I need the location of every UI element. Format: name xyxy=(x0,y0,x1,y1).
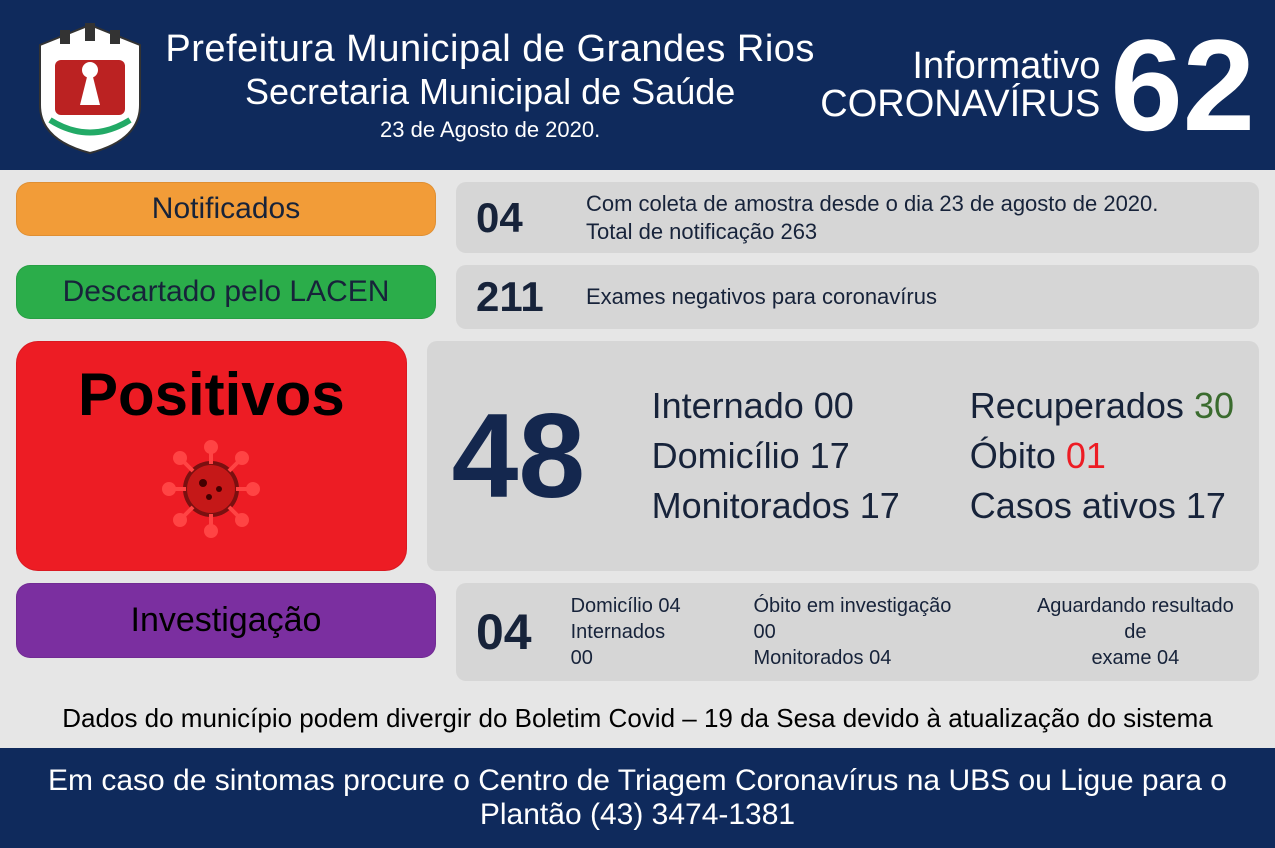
inv-g1-l2: Internados 00 xyxy=(571,619,684,671)
row-descartado: Descartado pelo LACEN 211 Exames negativ… xyxy=(16,265,1259,329)
inv-g2-l2: Monitorados 04 xyxy=(753,645,961,671)
domicilio-val: 17 xyxy=(810,435,850,476)
header-titles: Prefeitura Municipal de Grandes Rios Sec… xyxy=(160,28,820,143)
monitorados-label: Monitorados xyxy=(652,485,850,526)
notificados-desc-l2: Total de notificação 263 xyxy=(586,218,1158,246)
info-label2: CORONAVÍRUS xyxy=(820,85,1100,123)
internado-val: 00 xyxy=(814,385,854,426)
header-date: 23 de Agosto de 2020. xyxy=(160,117,820,143)
content: Notificados 04 Com coleta de amostra des… xyxy=(0,170,1275,748)
inv-g1: Domicílio 04 Internados 00 xyxy=(571,593,684,671)
descartado-label: Descartado pelo LACEN xyxy=(63,275,390,309)
notificados-desc: Com coleta de amostra desde o dia 23 de … xyxy=(586,190,1158,245)
row-notificados: Notificados 04 Com coleta de amostra des… xyxy=(16,182,1259,253)
descartado-desc: Exames negativos para coronavírus xyxy=(586,283,937,311)
recuperados-label: Recuperados xyxy=(970,385,1184,426)
inv-g2: Óbito em investigação 00 Monitorados 04 xyxy=(753,593,961,671)
info-descartado: 211 Exames negativos para coronavírus xyxy=(456,265,1259,329)
pill-descartado: Descartado pelo LACEN xyxy=(16,265,436,319)
recuperados-val: 30 xyxy=(1194,385,1234,426)
pill-positivos: Positivos xyxy=(16,341,407,571)
municipal-crest xyxy=(20,15,160,155)
domicilio-label: Domicílio xyxy=(652,435,800,476)
header: Prefeitura Municipal de Grandes Rios Sec… xyxy=(0,0,1275,170)
inv-g3-l2: exame 04 xyxy=(1032,645,1239,671)
info-label1: Informativo xyxy=(820,47,1100,85)
inv-g3-l1: Aguardando resultado de xyxy=(1032,593,1239,645)
inv-g1-l1: Domicílio 04 xyxy=(571,593,684,619)
positivos-label: Positivos xyxy=(78,360,345,429)
row-positivos: Positivos xyxy=(16,341,1259,571)
pill-notificados: Notificados xyxy=(16,182,436,236)
investigacao-num: 04 xyxy=(476,603,541,661)
row-investigacao: Investigação 04 Domicílio 04 Internados … xyxy=(16,583,1259,681)
header-line2: Secretaria Municipal de Saúde xyxy=(160,71,820,113)
obito-val: 01 xyxy=(1066,435,1106,476)
monitorados-val: 17 xyxy=(860,485,900,526)
ativos-val: 17 xyxy=(1186,485,1226,526)
obito-label: Óbito xyxy=(970,435,1056,476)
notificados-desc-l1: Com coleta de amostra desde o dia 23 de … xyxy=(586,190,1158,218)
info-notificados: 04 Com coleta de amostra desde o dia 23 … xyxy=(456,182,1259,253)
pill-investigacao: Investigação xyxy=(16,583,436,658)
descartado-num: 211 xyxy=(476,273,556,321)
inv-g2-l1: Óbito em investigação 00 xyxy=(753,593,961,645)
virus-icon xyxy=(161,439,261,553)
footer-bar: Em caso de sintomas procure o Centro de … xyxy=(0,748,1275,848)
notificados-num: 04 xyxy=(476,194,556,242)
investigacao-label: Investigação xyxy=(131,601,322,640)
footer-note: Dados do município podem divergir do Bol… xyxy=(16,693,1259,748)
info-investigacao: 04 Domicílio 04 Internados 00 Óbito em i… xyxy=(456,583,1259,681)
inv-g3: Aguardando resultado de exame 04 xyxy=(1032,593,1239,671)
positivos-col1: Internado 00 Domicílio 17 Monitorados 17 xyxy=(652,385,900,527)
header-line1: Prefeitura Municipal de Grandes Rios xyxy=(160,28,820,71)
positivos-col2: Recuperados 30 Óbito 01 Casos ativos 17 xyxy=(970,385,1234,527)
ativos-label: Casos ativos xyxy=(970,485,1176,526)
positivos-num: 48 xyxy=(452,387,622,525)
info-positivos: 48 Internado 00 Domicílio 17 Monitorados… xyxy=(427,341,1259,571)
notificados-label: Notificados xyxy=(152,192,300,226)
header-right: Informativo CORONAVÍRUS 62 xyxy=(820,27,1255,144)
bulletin-number: 62 xyxy=(1110,27,1255,144)
internado-label: Internado xyxy=(652,385,804,426)
